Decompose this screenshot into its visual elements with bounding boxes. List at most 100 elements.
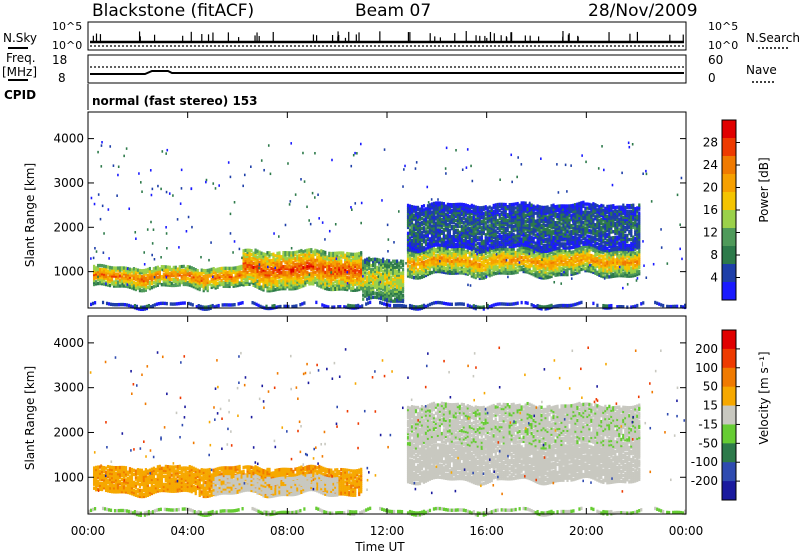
echo-cell (254, 282, 257, 286)
echo-cell (432, 207, 436, 212)
echo-cell (498, 244, 501, 248)
echo-cell (428, 229, 432, 233)
echo-cell (436, 259, 440, 264)
echo-cell (324, 256, 327, 261)
echo-cell (288, 281, 291, 285)
echo-cell (476, 211, 479, 216)
echo-cell (378, 292, 381, 296)
echo-cell (422, 274, 426, 279)
echo-cell (140, 281, 144, 285)
echo-cell (344, 287, 347, 291)
echo-cell (324, 258, 327, 263)
echo-cell (508, 240, 511, 245)
echo-cell (624, 252, 627, 256)
echo-cell (110, 270, 114, 274)
echo-cell (608, 267, 611, 271)
echo-cell (290, 267, 293, 271)
echo-cell (354, 268, 357, 273)
echo-cell (572, 266, 575, 270)
echo-cell (492, 215, 495, 220)
echo-cell (410, 220, 414, 225)
echo-cell (336, 251, 339, 255)
echo-cell (472, 271, 475, 275)
echo-cell (384, 274, 387, 278)
echo-cell (434, 215, 438, 219)
echo-cell (256, 261, 259, 265)
echo-cell (397, 271, 401, 275)
echo-cell (348, 280, 351, 284)
echo-cell (104, 268, 108, 273)
echo-cell (532, 206, 535, 210)
echo-cell (286, 251, 289, 255)
echo-cell (162, 273, 165, 277)
echo-cell (336, 255, 339, 259)
echo-cell (510, 259, 513, 263)
echo-cell (436, 207, 440, 211)
echo-cell (442, 266, 446, 270)
echo-cell (626, 254, 629, 258)
echo-cell (216, 283, 219, 287)
echo-cell (406, 217, 410, 222)
echo-cell (236, 265, 239, 270)
echo-cell (508, 230, 511, 235)
echo-cell (196, 284, 199, 289)
echo-cell (478, 230, 481, 234)
echo-cell (274, 282, 277, 286)
echo-cell (484, 247, 487, 251)
echo-cell (422, 266, 426, 271)
echo-cell (432, 266, 436, 270)
echo-cell (380, 282, 383, 287)
echo-cell (416, 219, 420, 224)
echo-cell (340, 253, 343, 257)
echo-cell (376, 295, 379, 300)
echo-cell (272, 264, 275, 268)
echo-cell (178, 271, 181, 275)
echo-cell (500, 226, 503, 231)
echo-cell (252, 269, 255, 274)
echo-cell (530, 223, 533, 227)
echo-cell (312, 252, 315, 256)
echo-cell (422, 252, 426, 257)
echo-cell (238, 273, 241, 277)
echo-cell (180, 264, 183, 269)
echo-cell (470, 254, 473, 258)
echo-cell (442, 212, 446, 216)
echo-cell (432, 211, 436, 216)
echo-cell (518, 203, 521, 207)
echo-cell (528, 238, 531, 242)
echo-cell (530, 270, 533, 274)
echo-cell (526, 229, 529, 234)
echo-cell (380, 286, 383, 291)
echo-cell (450, 219, 453, 223)
echo-cell (448, 242, 451, 247)
echo-cell (150, 285, 153, 290)
echo-cell (401, 267, 405, 272)
echo-cell (542, 272, 545, 276)
echo-cell (624, 270, 627, 274)
echo-cell (446, 204, 449, 209)
echo-cell (450, 217, 453, 221)
echo-cell (282, 276, 285, 281)
echo-cell (488, 252, 491, 256)
echo-cell (452, 224, 455, 229)
echo-cell (636, 268, 639, 273)
echo-cell (494, 239, 497, 243)
echo-cell (636, 258, 639, 263)
echo-cell (290, 287, 293, 291)
echo-cell (536, 244, 539, 248)
echo-cell (410, 216, 414, 221)
echo-cell (448, 224, 451, 229)
echo-cell (300, 256, 303, 261)
echo-cell (230, 276, 233, 281)
echo-cell (480, 210, 483, 214)
echo-cell (244, 280, 247, 285)
echo-cell (114, 268, 118, 272)
echo-cell (498, 216, 501, 221)
echo-cell (406, 250, 410, 254)
echo-cell (518, 248, 521, 252)
echo-cell (360, 261, 363, 265)
echo-cell (310, 266, 313, 270)
echo-cell (320, 279, 323, 283)
echo-cell (490, 249, 493, 253)
echo-cell (464, 207, 467, 211)
